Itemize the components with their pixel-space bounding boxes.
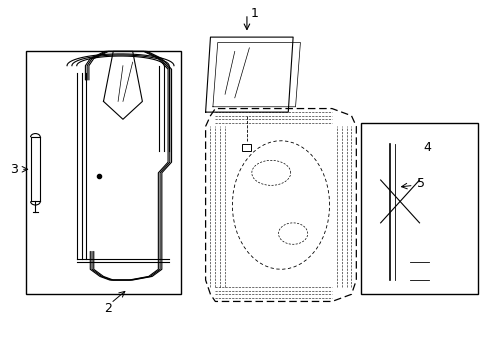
Text: 3: 3 (10, 163, 18, 176)
Text: 4: 4 (422, 141, 430, 154)
Text: 5: 5 (416, 177, 424, 190)
Bar (377, 169, 386, 191)
Bar (389, 262, 399, 280)
Text: 1: 1 (250, 8, 258, 21)
Bar (377, 258, 389, 280)
Bar (361, 123, 477, 294)
Bar (242, 144, 250, 152)
Text: 2: 2 (104, 302, 112, 315)
Bar (26, 51, 181, 294)
